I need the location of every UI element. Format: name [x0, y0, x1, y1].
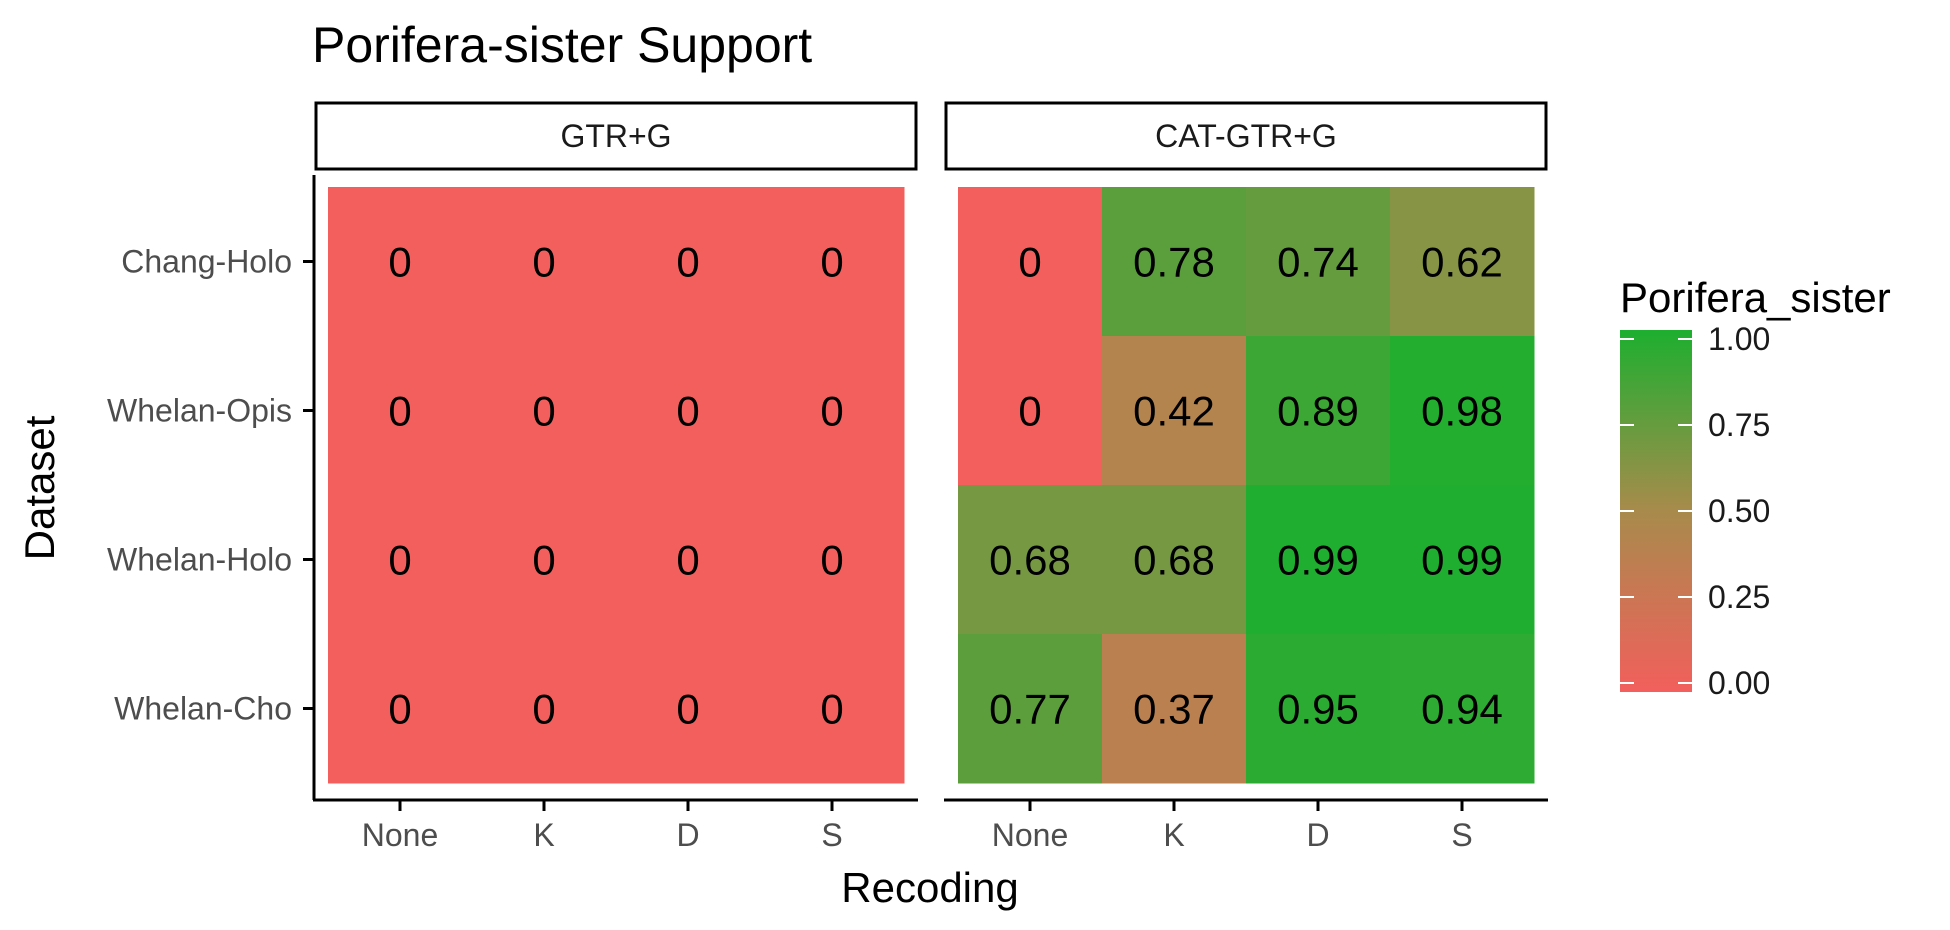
heatmap-cell	[1102, 336, 1247, 486]
cell-value-label: 0	[676, 388, 699, 435]
cell-value-label: 0	[676, 537, 699, 584]
cell-value-label: 0.68	[1133, 537, 1215, 584]
cell-value-label: 0.77	[989, 686, 1071, 733]
heatmap-cell	[1102, 634, 1247, 784]
heatmap-cell	[1246, 634, 1391, 784]
heatmap-cell	[328, 485, 473, 635]
cell-value-label: 0	[676, 239, 699, 286]
chart-title: Porifera-sister Support	[312, 17, 812, 73]
x-tick-label: S	[1451, 817, 1472, 853]
heatmap-cell	[1102, 485, 1247, 635]
x-tick-label: K	[533, 817, 554, 853]
heatmap-cells	[328, 187, 1535, 784]
legend-tick-label: 1.00	[1708, 321, 1770, 357]
heatmap-cell	[1246, 485, 1391, 635]
cell-value-label: 0	[820, 239, 843, 286]
heatmap-cell	[1246, 336, 1391, 486]
cell-value-label: 0.99	[1421, 537, 1503, 584]
cell-value-label: 0.68	[989, 537, 1071, 584]
heatmap-cell	[760, 336, 905, 486]
heatmap-cell	[958, 485, 1103, 635]
x-tick-label: D	[676, 817, 699, 853]
legend-tick-label: 0.50	[1708, 493, 1770, 529]
heatmap-cell	[760, 485, 905, 635]
y-tick-label: Chang-Holo	[121, 244, 292, 280]
legend-tick-label: 0.25	[1708, 579, 1770, 615]
cell-value-label: 0.99	[1277, 537, 1359, 584]
heatmap-cell	[472, 485, 617, 635]
cell-value-label: 0.94	[1421, 686, 1503, 733]
heatmap-cell	[328, 634, 473, 784]
heatmap-cell	[958, 187, 1103, 337]
cell-value-label: 0	[532, 686, 555, 733]
heatmap-cell	[1390, 485, 1535, 635]
cell-value-label: 0	[388, 388, 411, 435]
cell-value-label: 0	[820, 388, 843, 435]
heatmap-cell	[958, 336, 1103, 486]
cell-value-label: 0.95	[1277, 686, 1359, 733]
cell-value-label: 0.78	[1133, 239, 1215, 286]
y-tick-label: Whelan-Cho	[114, 691, 292, 727]
heatmap-cell	[1246, 187, 1391, 337]
x-tick-label: None	[362, 817, 439, 853]
cell-value-label: 0.37	[1133, 686, 1215, 733]
cell-value-label: 0.98	[1421, 388, 1503, 435]
heatmap-cell	[958, 634, 1103, 784]
color-legend: Porifera_sister 0.00 0.25 0.50 0.75 1.00	[1620, 274, 1891, 701]
heatmap-cell	[1390, 187, 1535, 337]
legend-tick-label: 0.75	[1708, 407, 1770, 443]
facet-label-gtr-g: GTR+G	[560, 118, 671, 154]
heatmap-cell	[616, 634, 761, 784]
heatmap-cell-labels: 0 0 0 0 0 0 0 0 0 0 0 0 0 0 0 0 0 0.78 0.74 0.62 0 0.42 0.89 0.…	[388, 239, 1503, 733]
x-tick-label: None	[992, 817, 1069, 853]
x-axis-title: Recoding	[841, 864, 1018, 911]
facet-strip-cat-gtr-g: CAT-GTR+G	[944, 101, 1548, 171]
cell-value-label: 0.74	[1277, 239, 1359, 286]
legend-title: Porifera_sister	[1620, 274, 1891, 321]
y-tick-label: Whelan-Holo	[107, 542, 292, 578]
cell-value-label: 0	[532, 537, 555, 584]
heatmap-cell	[472, 634, 617, 784]
cell-value-label: 0	[532, 239, 555, 286]
cell-value-label: 0.62	[1421, 239, 1503, 286]
facet-label-cat-gtr-g: CAT-GTR+G	[1155, 118, 1337, 154]
x-tick-label: D	[1306, 817, 1329, 853]
heatmap-cell	[616, 187, 761, 337]
y-tick-label: Whelan-Opis	[107, 393, 292, 429]
y-axis: Chang-Holo Whelan-Opis Whelan-Holo Whelan-C…	[107, 175, 316, 800]
heatmap-cell	[616, 336, 761, 486]
facet-strip-gtr-g: GTR+G	[314, 101, 918, 171]
heatmap-cell	[472, 336, 617, 486]
heatmap-cell	[760, 634, 905, 784]
y-axis-title: Dataset	[16, 415, 63, 560]
cell-value-label: 0.89	[1277, 388, 1359, 435]
heatmap-cell	[472, 187, 617, 337]
cell-value-label: 0	[1018, 239, 1041, 286]
heatmap-cell	[328, 187, 473, 337]
heatmap-cell	[328, 336, 473, 486]
cell-value-label: 0	[388, 537, 411, 584]
x-tick-label: S	[821, 817, 842, 853]
cell-value-label: 0	[820, 537, 843, 584]
heatmap-cell	[760, 187, 905, 337]
heatmap-cell	[1390, 336, 1535, 486]
heatmap-cell	[1390, 634, 1535, 784]
cell-value-label: 0	[676, 686, 699, 733]
x-axis: None K D S None K D S	[313, 798, 1548, 853]
cell-value-label: 0.42	[1133, 388, 1215, 435]
x-tick-label: K	[1163, 817, 1184, 853]
heatmap-cell	[616, 485, 761, 635]
cell-value-label: 0	[388, 239, 411, 286]
heatmap-cell	[1102, 187, 1247, 337]
cell-value-label: 0	[388, 686, 411, 733]
legend-tick-label: 0.00	[1708, 665, 1770, 701]
cell-value-label: 0	[532, 388, 555, 435]
cell-value-label: 0	[1018, 388, 1041, 435]
cell-value-label: 0	[820, 686, 843, 733]
